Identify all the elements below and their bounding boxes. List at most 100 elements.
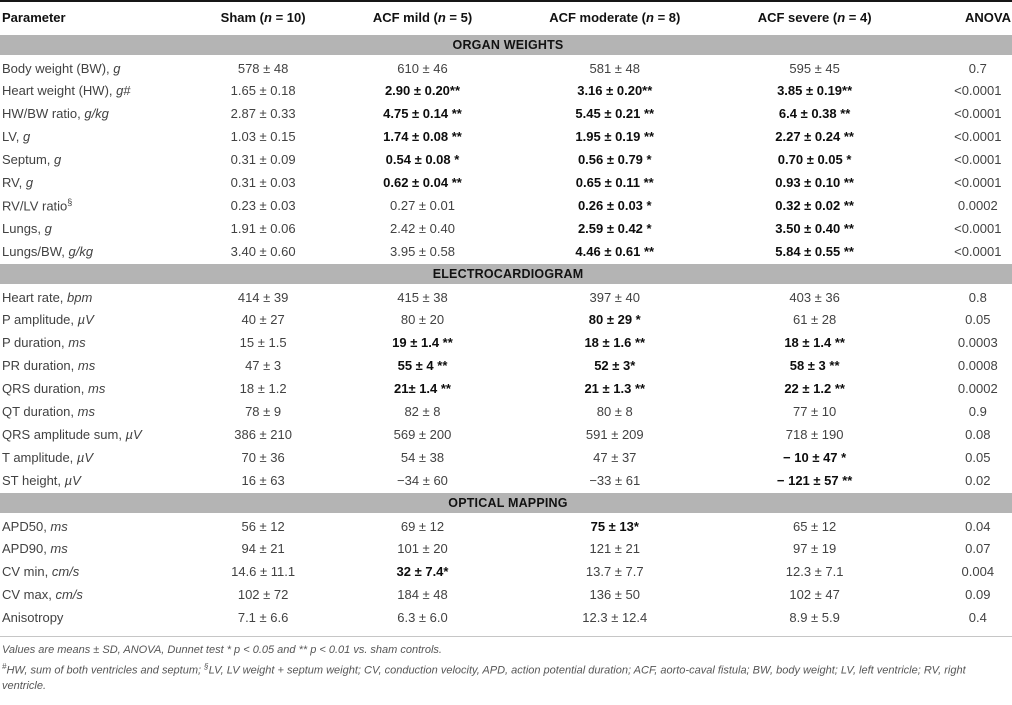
value-cell: 2.42 ± 0.40 xyxy=(390,221,455,236)
header-text: = 10) xyxy=(271,10,306,25)
parameter-unit: µV xyxy=(77,312,94,327)
header-text: = 4) xyxy=(845,10,872,25)
table-row: P duration, ms 15 ± 1.5 19 ± 1.4 ** 18 ± 1.… xyxy=(0,331,1012,354)
table-row: APD50, ms 56 ± 12 69 ± 12 75 ± 13* 65 ± 12 0.… xyxy=(0,514,1012,537)
value-cell: 0.26 ± 0.03 * xyxy=(577,198,652,213)
parameter-unit: g xyxy=(22,129,31,144)
parameter-cell: Lungs/BW, g/kg xyxy=(0,240,177,263)
parameter-name: Heart rate, xyxy=(2,289,68,305)
header-n-italic: n xyxy=(837,10,846,25)
parameter-unit: ms xyxy=(50,518,68,534)
value-cell: 0.31 ± 0.03 xyxy=(230,175,296,190)
anova-p-value-cell: 0.0002 xyxy=(957,198,998,213)
parameter-name: APD50, xyxy=(2,518,51,534)
table-row: RV, g 0.31 ± 0.03 0.62 ± 0.04 ** 0.65 ± 0.1… xyxy=(0,171,1012,194)
parameter-unit: g xyxy=(116,83,124,98)
value-cell: 0.93 ± 0.10 ** xyxy=(775,175,854,190)
parameter-name: QT duration, xyxy=(2,404,78,419)
value-cell: 14.6 ± 11.1 xyxy=(231,564,296,579)
anova-p-value-cell: 0.7 xyxy=(968,60,987,76)
value-cell: 0.70 ± 0.05 * xyxy=(777,152,852,167)
parameter-name: Body weight (BW), xyxy=(2,60,114,76)
value-cell: 136 ± 50 xyxy=(589,587,641,602)
parameter-unit: µV xyxy=(76,450,94,465)
table-row: QT duration, ms 78 ± 9 82 ± 8 80 ± 8 77 ± 10… xyxy=(0,400,1012,423)
anova-p-value-cell: <0.0001 xyxy=(954,129,1002,144)
table-row: RV/LV ratio§ 0.23 ± 0.03 0.27 ± 0.01 0.26 ±… xyxy=(0,194,1012,217)
value-cell: 2.87 ± 0.33 xyxy=(230,106,296,121)
value-cell: 18 ± 1.6 ** xyxy=(584,335,646,350)
table-row: Body weight (BW), g 578 ± 48 610 ± 46 581 ±… xyxy=(0,56,1012,79)
value-cell: 0.56 ± 0.79 * xyxy=(577,152,652,167)
table-row: HW/BW ratio, g/kg 2.87 ± 0.33 4.75 ± 0.14 … xyxy=(0,102,1012,125)
table-row: T amplitude, µV 70 ± 36 54 ± 38 47 ± 37 − 10… xyxy=(0,446,1012,469)
table-row: Anisotropy 7.1 ± 6.6 6.3 ± 6.0 12.3 ± 12.4 8… xyxy=(0,606,1012,629)
value-cell: 0.54 ± 0.08 * xyxy=(385,152,460,167)
value-cell: 12.3 ± 7.1 xyxy=(785,564,844,579)
value-cell: −34 ± 60 xyxy=(397,472,448,488)
parameter-cell: P amplitude, µV xyxy=(0,308,177,331)
value-cell: 415 ± 38 xyxy=(397,289,448,305)
value-cell: 77 ± 10 xyxy=(792,404,837,419)
value-cell: 102 ± 47 xyxy=(789,587,840,602)
hash-superscript: # xyxy=(2,661,7,671)
value-cell: 47 ± 37 xyxy=(593,450,637,465)
value-cell: 5.45 ± 0.21 ** xyxy=(575,106,655,121)
parameter-name: Anisotropy xyxy=(2,610,64,625)
value-cell: 0.65 ± 0.11 ** xyxy=(575,175,654,190)
parameter-name: P duration, xyxy=(2,335,69,350)
value-cell: 58 ± 3 ** xyxy=(789,358,840,373)
value-cell: 610 ± 46 xyxy=(397,60,448,76)
value-cell: 595 ± 45 xyxy=(789,60,840,76)
anova-p-value-cell: 0.02 xyxy=(965,472,991,488)
value-cell: 82 ± 8 xyxy=(404,404,441,419)
value-cell: 1.95 ± 0.19 ** xyxy=(575,129,655,144)
column-header-acf-severe: ACF severe (n = 4) xyxy=(733,1,896,35)
parameter-name: CV max, xyxy=(2,587,56,602)
parameter-cell: RV/LV ratio§ xyxy=(0,194,177,217)
value-cell: 18 ± 1.4 ** xyxy=(784,335,845,350)
results-table: Parameter Sham (n = 10) ACF mild (n = 5)… xyxy=(0,0,1012,629)
value-cell: 101 ± 20 xyxy=(397,541,448,556)
parameter-cell: Anisotropy xyxy=(0,606,177,629)
value-cell: 21± 1.4 ** xyxy=(393,381,451,396)
table-row: QRS amplitude sum, µV 386 ± 210 569 ± 200 5… xyxy=(0,423,1012,446)
header-text: ACF moderate ( xyxy=(549,10,646,25)
parameter-unit: cm/s xyxy=(51,564,80,579)
header-text: ACF mild ( xyxy=(372,10,438,25)
value-cell: 386 ± 210 xyxy=(234,427,292,442)
value-cell: 121 ± 21 xyxy=(589,541,641,556)
parameter-unit: g/kg xyxy=(68,243,94,259)
anova-p-value-cell: 0.0003 xyxy=(957,335,998,350)
value-cell: 94 ± 21 xyxy=(241,541,285,556)
anova-p-value-cell: 0.05 xyxy=(965,312,991,327)
parameter-unit: ms xyxy=(50,541,68,556)
anova-p-value-cell: 0.04 xyxy=(965,518,991,534)
parameter-name: T amplitude, xyxy=(2,450,77,465)
value-cell: 0.32 ± 0.02 ** xyxy=(775,198,854,213)
value-cell: 4.46 ± 0.61 ** xyxy=(575,243,655,259)
parameter-cell: Lungs, g xyxy=(0,217,177,240)
value-cell: 3.95 ± 0.58 xyxy=(390,243,455,259)
parameter-name: QRS amplitude sum, xyxy=(2,427,126,442)
value-cell: 403 ± 36 xyxy=(789,289,840,305)
parameter-cell: Septum, g xyxy=(0,148,177,171)
parameter-cell: Heart weight (HW), g# xyxy=(0,79,177,102)
parameter-unit: µV xyxy=(64,472,81,488)
value-cell: 15 ± 1.5 xyxy=(239,335,287,350)
parameter-cell: Heart rate, bpm xyxy=(0,285,177,308)
parameter-cell: QT duration, ms xyxy=(0,400,177,423)
column-header-parameter: Parameter xyxy=(0,1,178,35)
value-cell: 80 ± 29 * xyxy=(588,312,641,327)
value-cell: 19 ± 1.4 ** xyxy=(392,335,453,350)
parameter-cell: HW/BW ratio, g/kg xyxy=(0,102,177,125)
parameter-name: RV/LV ratio xyxy=(2,198,68,214)
parameter-unit: ms xyxy=(77,404,95,419)
parameter-name: Lungs/BW, xyxy=(2,243,69,259)
value-cell: 578 ± 48 xyxy=(237,60,289,76)
value-cell: 32 ± 7.4* xyxy=(396,564,449,579)
table-row: Heart weight (HW), g# 1.65 ± 0.18 2.90 ± 0… xyxy=(0,79,1012,102)
header-row: Parameter Sham (n = 10) ACF mild (n = 5)… xyxy=(0,1,1012,35)
value-cell: − 121 ± 57 ** xyxy=(776,472,853,488)
table-row: PR duration, ms 47 ± 3 55 ± 4 ** 52 ± 3* 58 … xyxy=(0,354,1012,377)
